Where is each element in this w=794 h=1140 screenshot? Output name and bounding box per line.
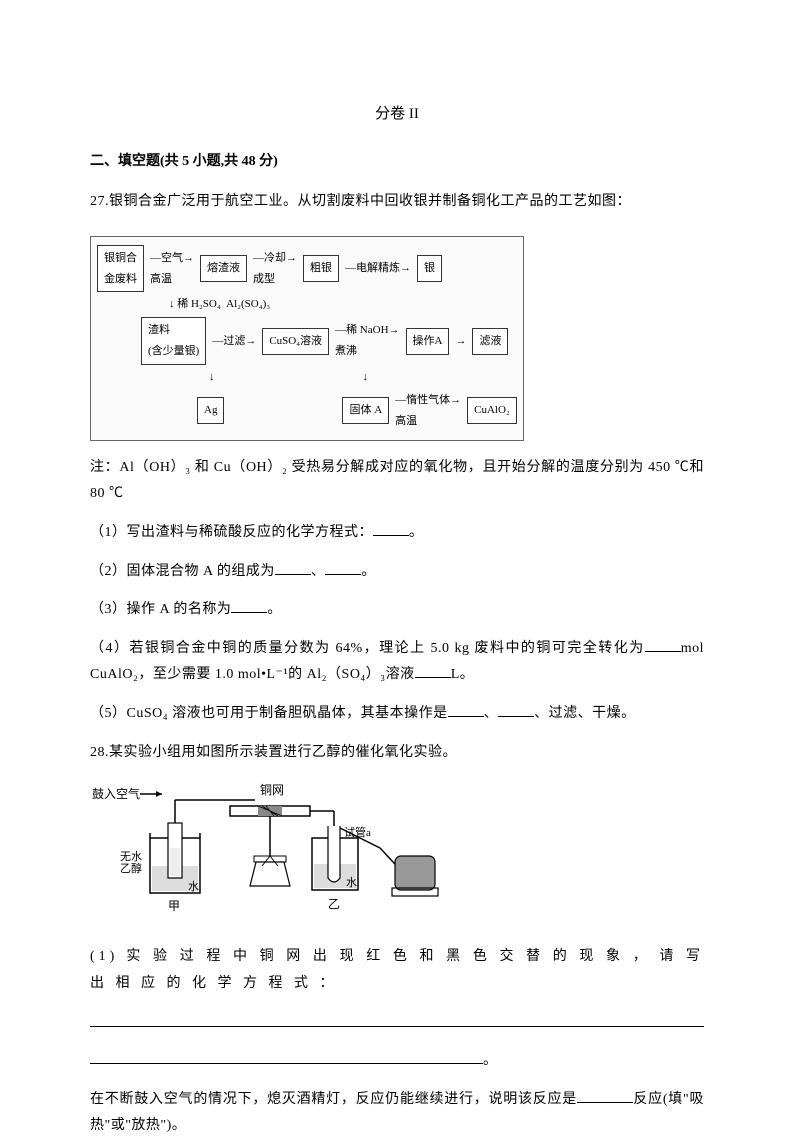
q27-5a: （5）CuSO₄ 溶液也可用于制备胆矾晶体，其基本操作是 [90, 706, 448, 721]
node-yin: 银 [417, 255, 442, 282]
node-lvye: 滤液 [472, 328, 508, 355]
q27-4a: （4）若银铜合金中铜的质量分数为 64%，理论上 5.0 kg 废料中的铜可完全… [90, 641, 645, 656]
q27-3b: 。 [267, 602, 282, 617]
blank [231, 599, 267, 613]
node-opa: 操作A [406, 328, 450, 355]
node-solida: 固体 A [342, 397, 389, 424]
arrow-down: ↓ [363, 367, 369, 388]
node-zhaliao: 渣料(含少量银) [141, 317, 206, 365]
blank [577, 1089, 633, 1103]
q28-1-text: (1) 实 验 过 程 中 铜 网 出 现 红 色 和 黑 色 交 替 的 现 … [90, 949, 704, 991]
q27-2a: （2）固体混合物 A 的组成为 [90, 564, 275, 579]
q27-4c: L。 [451, 667, 475, 682]
label-water1: 水 [188, 880, 199, 893]
arrow: → [453, 331, 468, 352]
blank [498, 703, 534, 717]
blank [275, 561, 311, 575]
blank [325, 561, 361, 575]
q27-sub1: （1）写出渣料与稀硫酸反应的化学方程式： 。 [90, 520, 704, 547]
q27-intro: 27.银铜合金广泛用于航空工业。从切割废料中回收银并制备铜化工产品的工艺如图： [90, 189, 704, 216]
node-start: 银铜合金废料 [97, 245, 144, 293]
node-melt: 熔渣液 [200, 255, 247, 282]
arrow: —过滤→ [210, 331, 258, 352]
q27-5c: 、过滤、干燥。 [534, 706, 636, 721]
blank [415, 664, 451, 678]
arrow: —冷却→成型 [251, 248, 299, 290]
q27-2b: 、 [311, 564, 326, 579]
q28-sub1: (1) 实 验 过 程 中 铜 网 出 现 红 色 和 黑 色 交 替 的 现 … [90, 944, 704, 997]
node-cuso4: CuSO₄溶液 [262, 328, 329, 355]
label-jia: 甲 [168, 899, 180, 913]
q28-intro: 28.某实验小组用如图所示装置进行乙醇的催化氧化实验。 [90, 740, 704, 767]
q27-note: 注：Al（OH）₃ 和 Cu（OH）₂ 受热易分解成对应的氧化物，且开始分解的温… [90, 455, 704, 508]
q27-1-text: （1）写出渣料与稀硫酸反应的化学方程式： [90, 525, 373, 540]
label-blow: 鼓入空气 [92, 786, 140, 801]
q28-1-tail: 。 [483, 1053, 497, 1068]
q27-sub5: （5）CuSO₄ 溶液也可用于制备胆矾晶体，其基本操作是 、 、过滤、干燥。 [90, 701, 704, 728]
label-copper: 铜网 [260, 782, 284, 797]
label-anhyd: 无水 [120, 850, 142, 863]
q28-apparatus-diagram: 鼓入空气 无水 乙醇 水 甲 铜网 试管a 水 [90, 778, 704, 928]
blank [448, 703, 484, 717]
blank [373, 522, 409, 536]
q27-2c: 。 [361, 564, 376, 579]
node-ag: Ag [197, 397, 224, 424]
label-water2: 水 [346, 876, 357, 889]
q27-sub2: （2）固体混合物 A 的组成为 、 。 [90, 559, 704, 586]
answer-line-1 [90, 1009, 704, 1027]
blank [645, 638, 681, 652]
arrow: —空气→高温 [148, 248, 196, 290]
part2-heading: 二、填空题(共 5 小题,共 48 分) [90, 149, 704, 176]
q27-flow-diagram: 银铜合金废料 —空气→高温 熔渣液 —冷却→成型 粗银 —电解精炼→ 银 ↓ 稀… [90, 236, 524, 441]
answer-line-2-row: 。 [90, 1046, 704, 1075]
q28-2a: 在不断鼓入空气的情况下，熄灭酒精灯，反应仍能继续进行，说明该反应是 [90, 1092, 577, 1107]
answer-line-2 [90, 1046, 483, 1064]
arrow-down: ↓ 稀 H₂SO₄ Al₂(SO₄)₃ [169, 294, 270, 315]
node-jubao: 粗银 [303, 255, 339, 282]
arrow: —电解精炼→ [343, 258, 413, 279]
arrow: —稀 NaOH→煮沸 [333, 320, 401, 362]
svg-text:乙醇: 乙醇 [120, 861, 142, 875]
arrow-down: ↓ [209, 367, 215, 388]
q28-sub2: 在不断鼓入空气的情况下，熄灭酒精灯，反应仍能继续进行，说明该反应是反应(填"吸热… [90, 1087, 704, 1140]
q27-3a: （3）操作 A 的名称为 [90, 602, 231, 617]
node-cualo2: CuAlO₂ [467, 397, 517, 424]
q27-5b: 、 [484, 706, 499, 721]
q27-1-tail: 。 [409, 525, 424, 540]
label-yi: 乙 [328, 897, 340, 911]
q27-sub4: （4）若银铜合金中铜的质量分数为 64%，理论上 5.0 kg 废料中的铜可完全… [90, 636, 704, 689]
q27-sub3: （3）操作 A 的名称为 。 [90, 597, 704, 624]
arrow: —惰性气体→高温 [393, 390, 463, 432]
section-header: 分卷 II [90, 100, 704, 129]
